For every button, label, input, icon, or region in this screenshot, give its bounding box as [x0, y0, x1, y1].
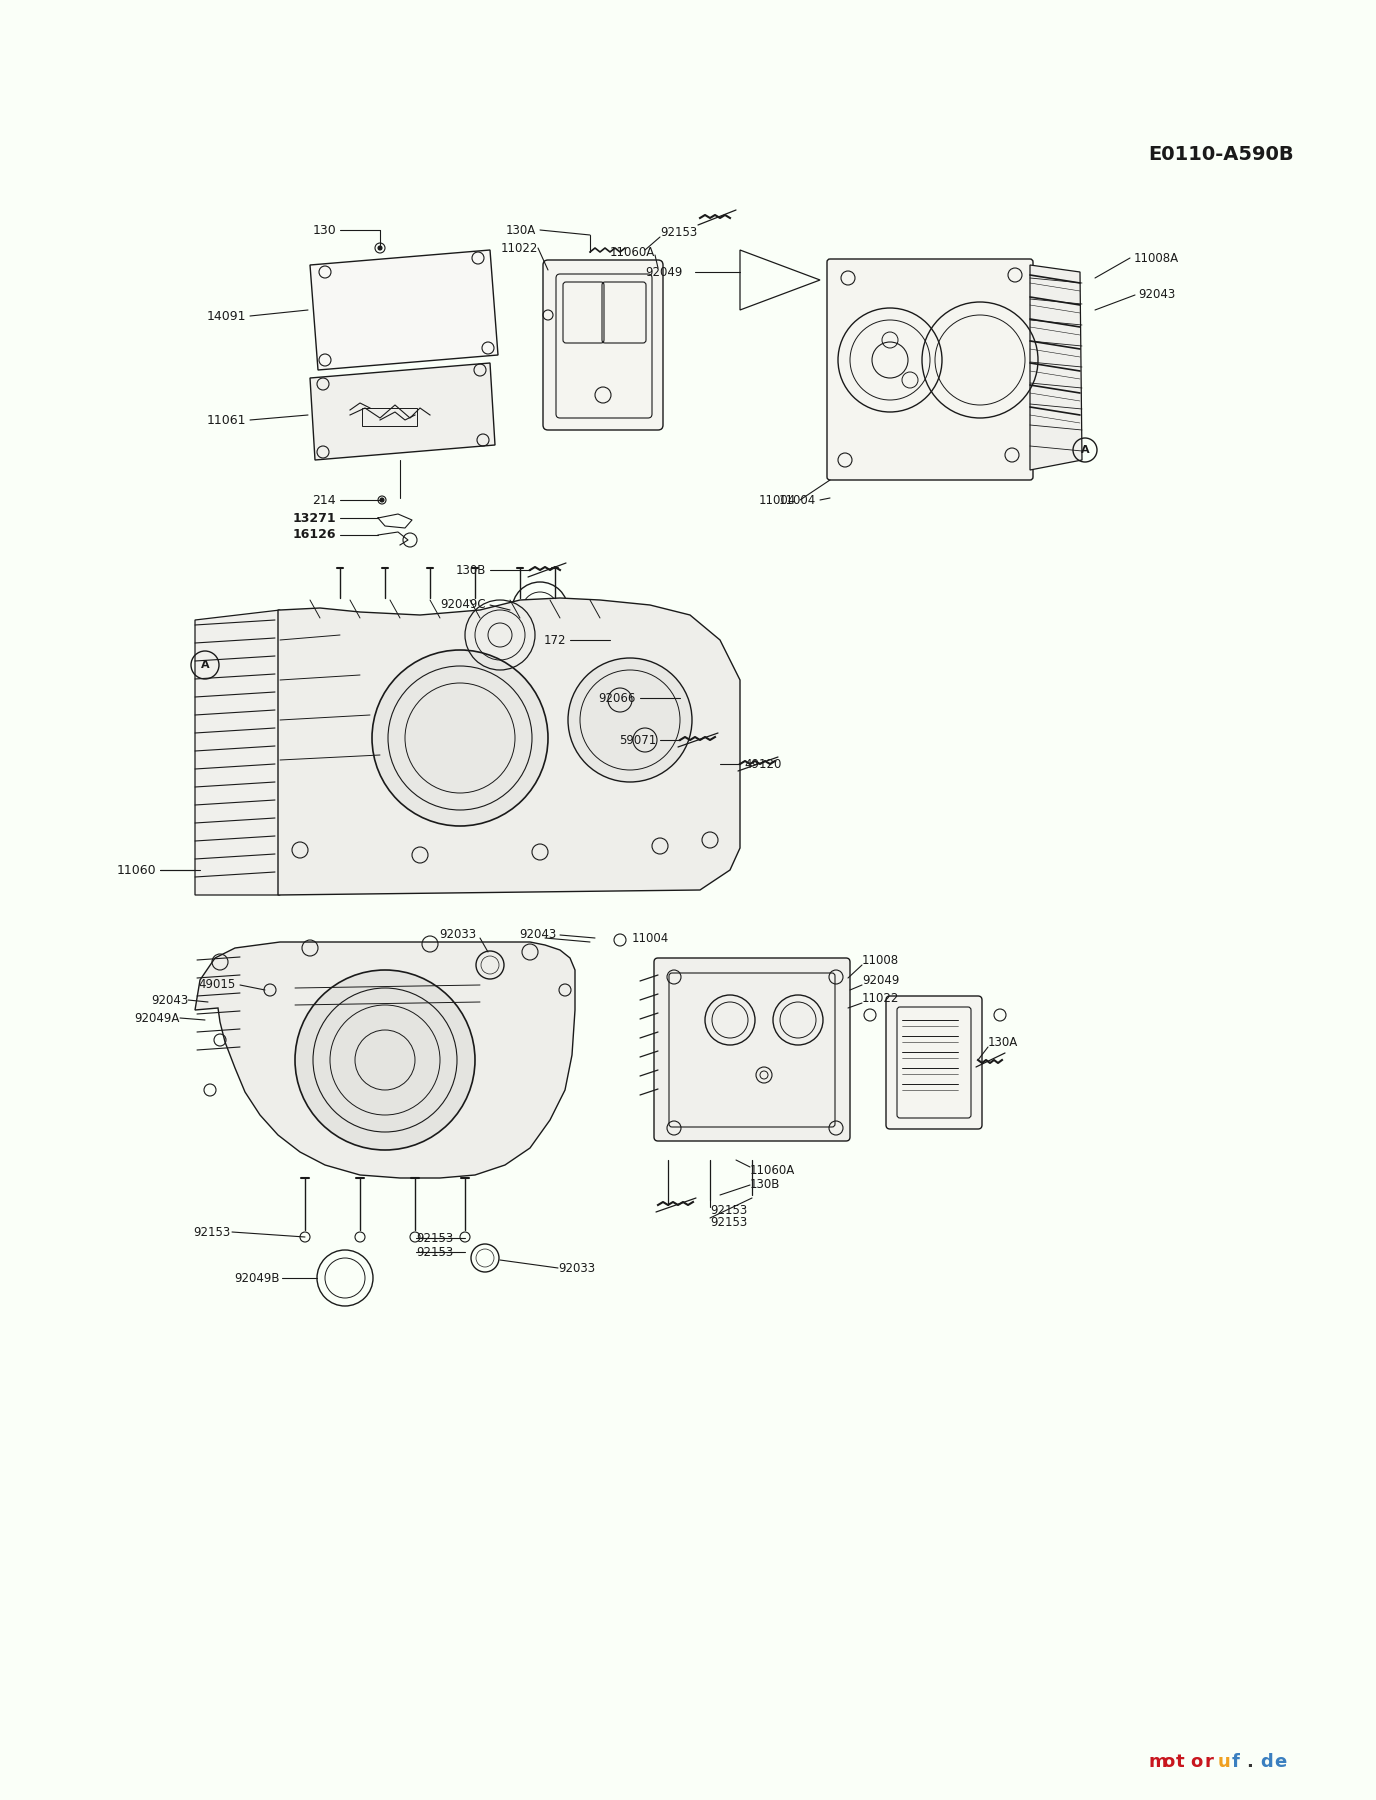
- Polygon shape: [310, 250, 498, 371]
- Text: 49015: 49015: [198, 979, 237, 992]
- Text: 130B: 130B: [455, 563, 486, 576]
- Circle shape: [636, 635, 644, 644]
- Text: m: m: [1148, 1753, 1167, 1771]
- Text: 92153: 92153: [710, 1204, 747, 1217]
- Text: A: A: [201, 661, 209, 670]
- Text: 92043: 92043: [519, 929, 556, 941]
- Text: 11008A: 11008A: [1134, 252, 1179, 265]
- Text: 92153: 92153: [193, 1226, 230, 1238]
- Text: 92049: 92049: [861, 974, 900, 986]
- Text: 14091: 14091: [206, 310, 246, 322]
- Text: o: o: [1190, 1753, 1203, 1771]
- Polygon shape: [310, 364, 495, 461]
- Text: 92033: 92033: [559, 1262, 596, 1274]
- Text: 92049: 92049: [645, 265, 682, 279]
- Text: 92153: 92153: [416, 1246, 453, 1258]
- Text: 16126: 16126: [293, 529, 336, 542]
- Text: A: A: [1080, 445, 1090, 455]
- Text: 11061: 11061: [206, 414, 246, 427]
- Text: 59071: 59071: [619, 734, 656, 747]
- Text: 11022: 11022: [501, 241, 538, 254]
- Text: 92049A: 92049A: [135, 1012, 180, 1024]
- FancyBboxPatch shape: [544, 259, 663, 430]
- Circle shape: [378, 247, 383, 250]
- Text: e: e: [1274, 1753, 1287, 1771]
- Text: 49120: 49120: [744, 758, 782, 770]
- Text: E0110-A590B: E0110-A590B: [1148, 146, 1293, 164]
- Circle shape: [380, 499, 384, 502]
- Text: 92043: 92043: [151, 994, 189, 1006]
- Text: 92153: 92153: [416, 1231, 453, 1244]
- Text: 13271: 13271: [292, 511, 336, 524]
- FancyBboxPatch shape: [654, 958, 850, 1141]
- Text: d: d: [1260, 1753, 1273, 1771]
- FancyBboxPatch shape: [827, 259, 1033, 481]
- Text: 11060A: 11060A: [610, 245, 655, 259]
- Text: 130A: 130A: [988, 1035, 1018, 1048]
- Bar: [362, 409, 417, 427]
- Text: .: .: [1247, 1753, 1254, 1771]
- Text: 92066: 92066: [599, 691, 636, 704]
- Text: 11008: 11008: [861, 954, 899, 967]
- Text: 11060: 11060: [117, 864, 155, 877]
- FancyBboxPatch shape: [886, 995, 982, 1129]
- Text: 130B: 130B: [750, 1179, 780, 1192]
- Text: 130: 130: [312, 223, 336, 236]
- Text: o: o: [1161, 1753, 1174, 1771]
- Polygon shape: [195, 610, 279, 895]
- Text: 11004: 11004: [758, 493, 795, 506]
- Text: 92033: 92033: [439, 927, 476, 940]
- Text: 92049C: 92049C: [440, 598, 486, 612]
- Text: 172: 172: [544, 634, 566, 646]
- Text: t: t: [1176, 1753, 1185, 1771]
- Polygon shape: [195, 941, 575, 1177]
- Text: 130A: 130A: [506, 223, 537, 236]
- Text: 92049B: 92049B: [234, 1271, 279, 1285]
- Text: 11060A: 11060A: [750, 1163, 795, 1177]
- Text: 11004: 11004: [779, 493, 816, 506]
- Text: r: r: [1204, 1753, 1212, 1771]
- Text: 92153: 92153: [660, 225, 698, 238]
- Text: 92153: 92153: [710, 1215, 747, 1228]
- Text: f: f: [1232, 1753, 1240, 1771]
- Polygon shape: [278, 598, 740, 895]
- Circle shape: [568, 659, 692, 781]
- Text: 11022: 11022: [861, 992, 900, 1004]
- Circle shape: [372, 650, 548, 826]
- Text: u: u: [1218, 1753, 1230, 1771]
- Text: 11004: 11004: [632, 932, 669, 945]
- Text: 214: 214: [312, 493, 336, 506]
- Circle shape: [294, 970, 475, 1150]
- Text: 92043: 92043: [1138, 288, 1175, 301]
- Polygon shape: [1031, 265, 1082, 470]
